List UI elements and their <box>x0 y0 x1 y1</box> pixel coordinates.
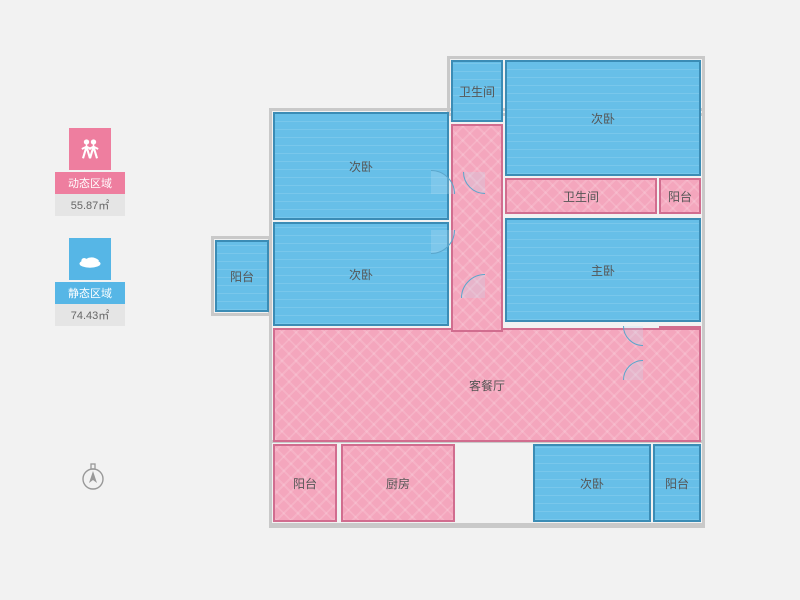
room-label: 阳台 <box>230 268 254 285</box>
room-bath_top: 卫生间 <box>451 60 503 122</box>
people-icon <box>69 128 111 170</box>
room-label: 客餐厅 <box>469 377 505 394</box>
room-bath_mid: 卫生间 <box>505 178 657 214</box>
room-balcony_br: 阳台 <box>653 444 701 522</box>
legend-dynamic: 动态区域 55.87㎡ <box>55 128 125 216</box>
room-label: 次卧 <box>349 158 373 175</box>
room-bedroom_ml: 次卧 <box>273 222 449 326</box>
legend-static: 静态区域 74.43㎡ <box>55 238 125 326</box>
room-kitchen: 厨房 <box>341 444 455 522</box>
room-label: 次卧 <box>591 110 615 127</box>
room-label: 阳台 <box>665 475 689 492</box>
legend-static-value: 74.43㎡ <box>55 304 125 326</box>
room-balcony_mr1: 阳台 <box>659 178 701 214</box>
room-balcony_left: 阳台 <box>215 240 269 312</box>
sleep-icon <box>69 238 111 280</box>
room-label: 阳台 <box>293 475 317 492</box>
room-label: 卫生间 <box>459 83 495 100</box>
floor-plan: 卫生间次卧次卧阳台次卧卫生间阳台主卧阳台客餐厅阳台厨房次卧阳台 <box>215 42 745 562</box>
room-label: 主卧 <box>591 262 615 279</box>
room-label: 厨房 <box>386 475 410 492</box>
room-living: 客餐厅 <box>273 328 701 442</box>
room-bedroom_tr: 次卧 <box>505 60 701 176</box>
room-label: 阳台 <box>668 188 692 205</box>
legend-static-title: 静态区域 <box>55 282 125 304</box>
room-bedroom_tl: 次卧 <box>273 112 449 220</box>
compass-icon <box>78 462 108 492</box>
legend-panel: 动态区域 55.87㎡ 静态区域 74.43㎡ <box>55 128 125 348</box>
room-balcony_bl: 阳台 <box>273 444 337 522</box>
legend-dynamic-title: 动态区域 <box>55 172 125 194</box>
room-label: 次卧 <box>580 475 604 492</box>
room-master: 主卧 <box>505 218 701 322</box>
room-label: 次卧 <box>349 266 373 283</box>
room-bedroom_br: 次卧 <box>533 444 651 522</box>
legend-dynamic-value: 55.87㎡ <box>55 194 125 216</box>
room-living_stem <box>451 124 503 332</box>
room-label: 卫生间 <box>563 188 599 205</box>
